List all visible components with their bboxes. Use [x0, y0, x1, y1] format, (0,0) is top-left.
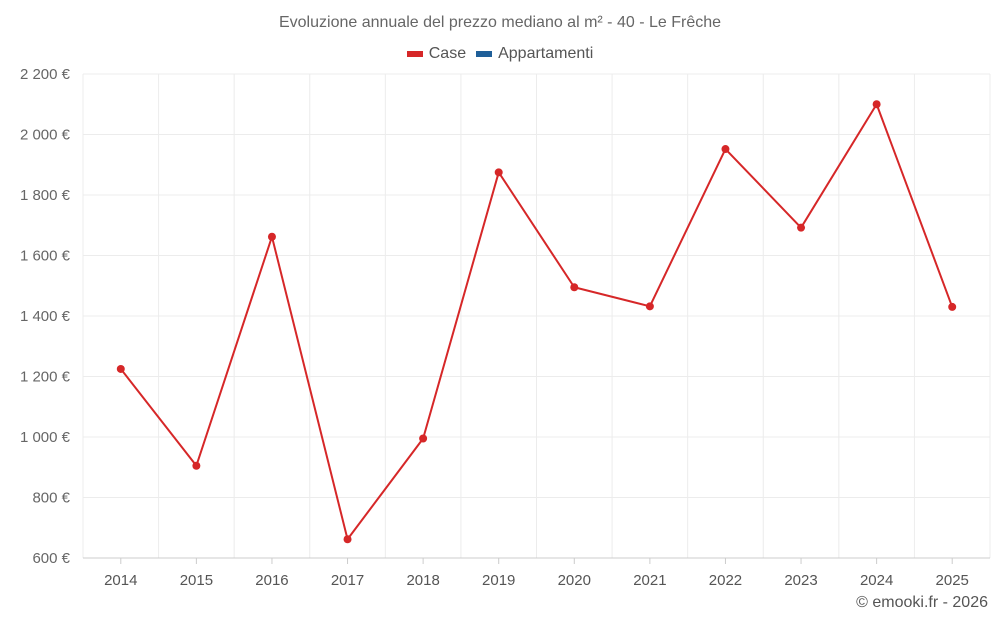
- y-tick-label: 2 000 €: [20, 127, 71, 144]
- x-tick-label: 2017: [331, 572, 364, 589]
- legend: Case Appartamenti: [0, 45, 1000, 63]
- x-tick-label: 2014: [104, 572, 137, 589]
- y-tick-label: 1 000 €: [20, 429, 71, 446]
- series-line-case: [120, 103, 954, 541]
- legend-swatch-appartamenti: [476, 51, 493, 57]
- x-tick-label: 2019: [482, 572, 515, 589]
- x-tick-label: 2023: [784, 572, 817, 589]
- x-tick-label: 2024: [860, 572, 893, 589]
- data-point[interactable]: [721, 145, 730, 154]
- x-tick-label: 2015: [180, 572, 213, 589]
- data-point[interactable]: [948, 302, 957, 311]
- legend-label-appartamenti: Appartamenti: [498, 45, 594, 62]
- data-point[interactable]: [192, 461, 201, 470]
- y-tick-label: 800 €: [32, 490, 70, 507]
- x-tick-label: 2021: [633, 572, 666, 589]
- x-tick-label: 2022: [709, 572, 742, 589]
- data-point[interactable]: [419, 434, 428, 443]
- legend-item-case[interactable]: Case: [406, 45, 467, 63]
- legend-label-case: Case: [428, 45, 467, 62]
- y-tick-label: 2 200 €: [20, 66, 71, 83]
- data-point[interactable]: [494, 168, 503, 177]
- data-point[interactable]: [645, 302, 654, 311]
- copyright-credit: © emooki.fr - 2026: [856, 594, 988, 611]
- x-tick-label: 2018: [406, 572, 439, 589]
- y-tick-label: 1 800 €: [20, 187, 71, 204]
- chart-title: Evoluzione annuale del prezzo mediano al…: [278, 14, 722, 31]
- y-tick-label: 1 400 €: [20, 308, 71, 325]
- y-tick-label: 1 200 €: [20, 369, 71, 386]
- data-point[interactable]: [116, 364, 125, 373]
- data-point[interactable]: [343, 535, 352, 544]
- x-tick-label: 2016: [255, 572, 288, 589]
- legend-swatch-case: [406, 51, 423, 57]
- legend-item-appartamenti[interactable]: Appartamenti: [476, 45, 593, 63]
- x-tick-label: 2020: [558, 572, 591, 589]
- data-point[interactable]: [570, 283, 579, 292]
- data-point[interactable]: [267, 232, 276, 241]
- data-point[interactable]: [797, 223, 806, 232]
- y-tick-label: 600 €: [32, 550, 70, 567]
- y-tick-label: 1 600 €: [20, 248, 71, 265]
- x-tick-label: 2025: [936, 572, 969, 589]
- data-point[interactable]: [872, 100, 881, 109]
